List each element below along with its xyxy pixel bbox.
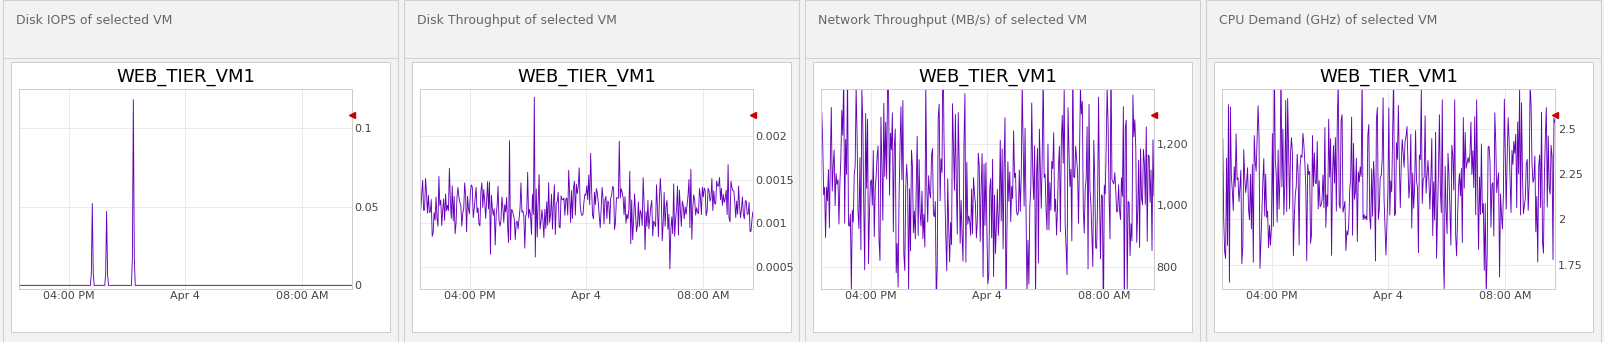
Text: Disk Throughput of selected VM: Disk Throughput of selected VM bbox=[417, 14, 618, 27]
Text: Disk IOPS of selected VM: Disk IOPS of selected VM bbox=[16, 14, 172, 27]
Text: Network Throughput (MB/s) of selected VM: Network Throughput (MB/s) of selected VM bbox=[818, 14, 1088, 27]
Text: CPU Demand (GHz) of selected VM: CPU Demand (GHz) of selected VM bbox=[1219, 14, 1437, 27]
Title: WEB_TIER_VM1: WEB_TIER_VM1 bbox=[1318, 68, 1458, 86]
Title: WEB_TIER_VM1: WEB_TIER_VM1 bbox=[115, 68, 255, 86]
Title: WEB_TIER_VM1: WEB_TIER_VM1 bbox=[516, 68, 656, 86]
Title: WEB_TIER_VM1: WEB_TIER_VM1 bbox=[917, 68, 1057, 86]
